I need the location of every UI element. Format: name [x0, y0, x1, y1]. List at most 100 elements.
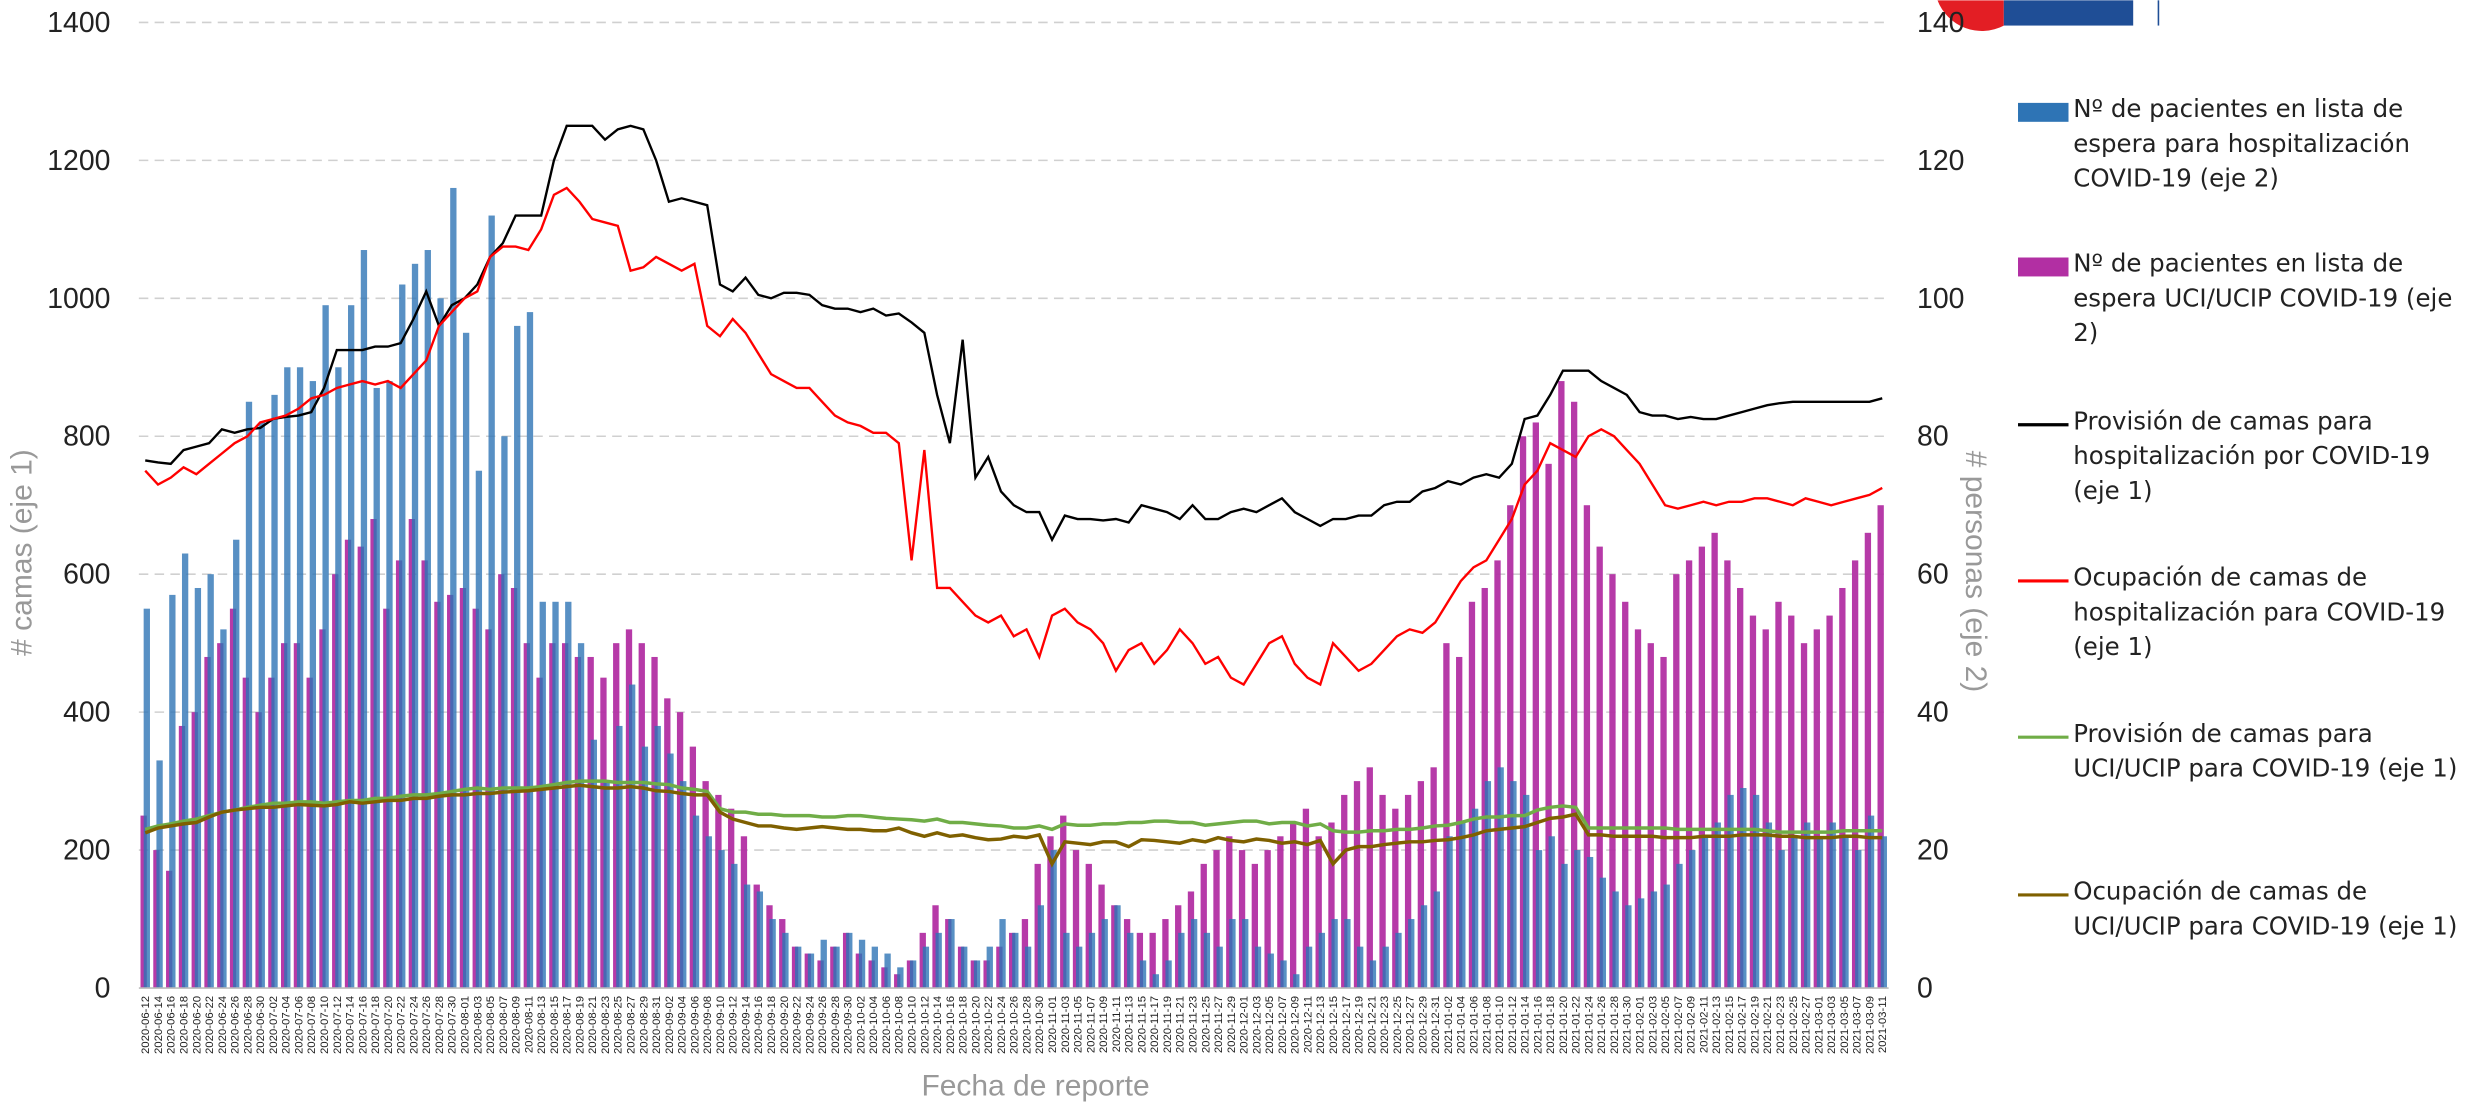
bar — [1382, 946, 1389, 989]
bar — [1111, 905, 1118, 989]
bar — [1625, 905, 1632, 989]
bar — [782, 932, 789, 989]
x-tick-label: 2021-02-01 — [1635, 996, 1647, 1054]
bar — [692, 815, 700, 989]
bar — [1024, 946, 1032, 989]
x-tick-label: 2021-02-19 — [1749, 996, 1761, 1054]
x-tick-label: 2020-06-26 — [230, 996, 242, 1054]
x-tick-label: 2020-11-03 — [1060, 996, 1072, 1053]
x-tick-label: 2020-07-16 — [357, 996, 369, 1054]
bar — [641, 746, 649, 989]
legend-label: Provisión de camas para UCI/UCIP para CO… — [2073, 719, 2458, 783]
bar — [258, 422, 265, 989]
line — [145, 124, 1883, 543]
bar — [961, 946, 968, 989]
x-tick-label: 2020-10-12 — [919, 996, 931, 1054]
x-tick-label: 2020-08-07 — [498, 996, 510, 1054]
bar — [1535, 850, 1543, 989]
bar — [501, 436, 508, 989]
bar — [475, 470, 483, 989]
bar — [1775, 601, 1782, 989]
x-tick-label: 2020-11-01 — [1047, 996, 1059, 1053]
x-tick-label: 2020-07-30 — [447, 996, 459, 1054]
x-tick-label: 2020-09-16 — [753, 996, 765, 1054]
x-tick-label: 2020-10-24 — [996, 996, 1008, 1054]
bar — [948, 919, 955, 989]
y2-tick-label: 140 — [1917, 7, 1964, 39]
bar — [1446, 836, 1453, 989]
bar — [1826, 615, 1833, 989]
bar — [1471, 808, 1479, 989]
x-tick-label: 2020-08-21 — [587, 996, 599, 1054]
x-tick-label: 2021-02-25 — [1788, 996, 1800, 1054]
x-tick-label: 2020-12-05 — [1264, 996, 1276, 1054]
x-tick-label: 2020-10-08 — [894, 996, 906, 1054]
bar — [1085, 863, 1092, 989]
y-tick-label: 1400 — [47, 7, 110, 39]
bar — [667, 753, 674, 989]
x-tick-label: 2021-01-08 — [1481, 996, 1493, 1054]
bar — [194, 587, 202, 989]
bar — [207, 574, 214, 989]
bar — [1609, 574, 1616, 989]
bar — [539, 601, 546, 989]
bar — [1060, 815, 1067, 989]
bar — [1072, 850, 1080, 989]
bar — [245, 401, 253, 989]
x-tick-label: 2020-07-10 — [319, 996, 331, 1054]
x-tick-label: 2020-08-11 — [523, 996, 535, 1053]
bar — [1676, 863, 1683, 989]
bar — [1289, 822, 1297, 989]
bar — [1800, 643, 1808, 989]
bar — [1277, 836, 1284, 989]
x-tick-label: 2020-07-12 — [332, 996, 344, 1054]
x-tick-label: 2020-10-02 — [855, 996, 867, 1054]
bar — [1251, 863, 1258, 989]
bar — [1740, 788, 1747, 989]
bar — [1404, 794, 1412, 989]
x-tick-label: 2020-11-25 — [1200, 996, 1212, 1053]
bar — [561, 643, 569, 989]
x-tick-label: 2021-02-05 — [1660, 996, 1672, 1054]
bar — [603, 781, 610, 989]
bar — [1523, 794, 1530, 989]
x-tick-label: 2021-03-01 — [1813, 996, 1825, 1054]
x-tick-label: 2021-03-03 — [1826, 996, 1838, 1054]
x-tick-label: 2020-11-21 — [1175, 996, 1187, 1053]
bar — [654, 725, 661, 989]
bar — [1229, 919, 1236, 989]
bar — [1724, 560, 1731, 989]
bar — [1839, 587, 1846, 989]
bar — [437, 298, 444, 989]
x-tick-label: 2020-06-28 — [242, 996, 254, 1054]
bar — [373, 387, 380, 989]
x-tick-label: 2021-02-17 — [1737, 996, 1749, 1054]
bar — [1366, 767, 1373, 989]
x-tick-label: 2020-06-30 — [255, 996, 267, 1054]
x-tick-label: 2020-07-18 — [370, 996, 382, 1054]
bar — [1395, 932, 1402, 989]
bar — [795, 946, 802, 989]
bar — [1123, 919, 1131, 989]
bar — [1660, 656, 1667, 989]
x-tick-label: 2020-11-23 — [1187, 996, 1199, 1053]
bar — [233, 539, 240, 989]
bar — [1586, 856, 1594, 989]
legend-entry: Provisión de camas para hospitalización … — [2073, 407, 2430, 505]
x-tick-label: 2021-01-14 — [1520, 996, 1532, 1054]
bar — [424, 250, 431, 989]
bar — [1190, 919, 1198, 989]
x-tick-label: 2020-09-08 — [702, 996, 714, 1054]
x-tick-label: 2020-06-24 — [217, 996, 229, 1054]
x-tick-label: 2021-02-11 — [1698, 996, 1710, 1053]
y2-axis-label: # personas (eje 2) — [1959, 451, 1992, 693]
bar — [628, 684, 636, 989]
bar — [1341, 794, 1348, 989]
bar — [284, 367, 291, 989]
bar — [779, 919, 786, 989]
bar — [1200, 863, 1207, 989]
x-tick-label: 2020-11-19 — [1162, 996, 1174, 1053]
x-tick-label: 2020-08-05 — [485, 996, 497, 1054]
bar — [1864, 532, 1872, 989]
